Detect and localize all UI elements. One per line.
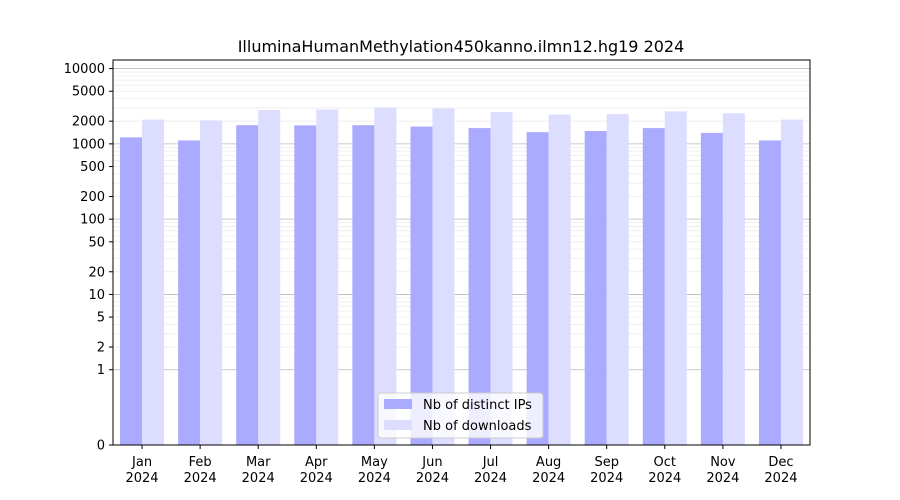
legend-label: Nb of downloads: [423, 419, 532, 434]
x-tick-label-year: 2024: [125, 471, 158, 486]
x-tick-label-year: 2024: [416, 471, 449, 486]
y-tick-label: 10000: [64, 62, 105, 77]
x-tick-label-month: Apr: [305, 455, 328, 470]
y-tick-label: 5: [97, 311, 105, 326]
y-tick-label: 0: [97, 439, 105, 454]
bar-distinct-ips: [410, 126, 433, 446]
x-tick-label-year: 2024: [358, 471, 391, 486]
x-tick-label: Jun 2024: [416, 455, 449, 486]
y-tick-label: 2000: [72, 115, 105, 130]
bar-downloads: [316, 109, 339, 445]
x-tick-label: May 2024: [358, 455, 391, 486]
bar-downloads: [664, 111, 687, 445]
bars: [120, 107, 803, 446]
bar-distinct-ips: [584, 131, 607, 445]
bar-distinct-ips: [758, 140, 781, 445]
bar-downloads: [722, 113, 745, 445]
x-tick-label: Oct 2024: [648, 455, 681, 486]
x-tick-label-year: 2024: [590, 471, 623, 486]
x-tick-label: Sep 2024: [590, 455, 623, 486]
y-tick-label: 50: [88, 235, 105, 250]
x-tick-label-year: 2024: [764, 471, 797, 486]
bar-downloads: [142, 119, 165, 446]
x-tick-label-year: 2024: [532, 471, 565, 486]
bar-distinct-ips: [352, 125, 375, 445]
x-tick-label-year: 2024: [648, 471, 681, 486]
bar-distinct-ips: [468, 128, 491, 446]
bar-distinct-ips: [178, 140, 201, 445]
legend: Nb of distinct IPs Nb of downloads: [377, 392, 544, 439]
x-tick-label-year: 2024: [300, 471, 333, 486]
bar-downloads: [780, 119, 803, 446]
x-tick-label-month: Jul: [482, 455, 499, 470]
x-tick-label: Nov 2024: [706, 455, 739, 486]
x-tick-label-year: 2024: [184, 471, 217, 486]
x-tick-label-month: May: [361, 455, 388, 470]
bar-downloads: [258, 109, 281, 445]
y-tick-label: 200: [80, 190, 105, 205]
bar-downloads: [490, 111, 513, 446]
y-tick-label: 100: [80, 213, 105, 228]
x-tick-label-month: Mar: [246, 455, 271, 470]
y-tick-label: 2: [97, 341, 105, 356]
x-tick-label: Feb 2024: [184, 455, 217, 486]
bar-distinct-ips: [294, 125, 317, 445]
y-tick-label: 5000: [72, 85, 105, 100]
x-tick-label-month: Oct: [654, 455, 676, 470]
x-tick-label-month: Nov: [710, 455, 736, 470]
x-tick-label: Jul 2024: [474, 455, 507, 486]
x-tick-label-month: Jan: [131, 455, 152, 470]
grid-lines: [113, 68, 810, 371]
y-tick-label: 1000: [72, 137, 105, 152]
x-tick-label-month: Aug: [536, 455, 561, 470]
bar-downloads: [374, 107, 397, 445]
legend-box: [377, 392, 544, 439]
bar-downloads: [200, 120, 223, 445]
y-tick-label: 1: [97, 363, 105, 378]
x-tick-label: Jan 2024: [125, 455, 158, 486]
legend-swatch: [384, 399, 412, 409]
x-tick-label-year: 2024: [242, 471, 275, 486]
x-tick-label-month: Jun: [421, 455, 442, 470]
y-tick-label: 500: [80, 160, 105, 175]
bar-downloads: [432, 108, 455, 445]
x-tick-label: Apr 2024: [300, 455, 333, 486]
bar-distinct-ips: [120, 137, 143, 446]
x-tick-label-month: Dec: [768, 455, 793, 470]
plot-frame: [112, 59, 811, 446]
bar-distinct-ips: [236, 125, 259, 445]
x-tick-label: Aug 2024: [532, 455, 565, 486]
x-tick-label: Mar 2024: [242, 455, 275, 486]
y-tick-label: 20: [88, 265, 105, 280]
x-tick-label-year: 2024: [706, 471, 739, 486]
x-tick-label-year: 2024: [474, 471, 507, 486]
legend-swatch: [384, 420, 412, 430]
bar-distinct-ips: [526, 132, 549, 445]
bar-distinct-ips: [700, 132, 723, 445]
chart-title: IlluminaHumanMethylation450kanno.ilmn12.…: [238, 37, 685, 56]
x-tick-label-month: Feb: [189, 455, 212, 470]
legend-label: Nb of distinct IPs: [423, 398, 532, 413]
bar-downloads: [548, 114, 571, 446]
bar-distinct-ips: [642, 128, 665, 446]
y-tick-label: 10: [88, 288, 105, 303]
x-tick-label-month: Sep: [594, 455, 619, 470]
bar-downloads: [606, 114, 629, 445]
x-tick-label: Dec 2024: [764, 455, 797, 486]
